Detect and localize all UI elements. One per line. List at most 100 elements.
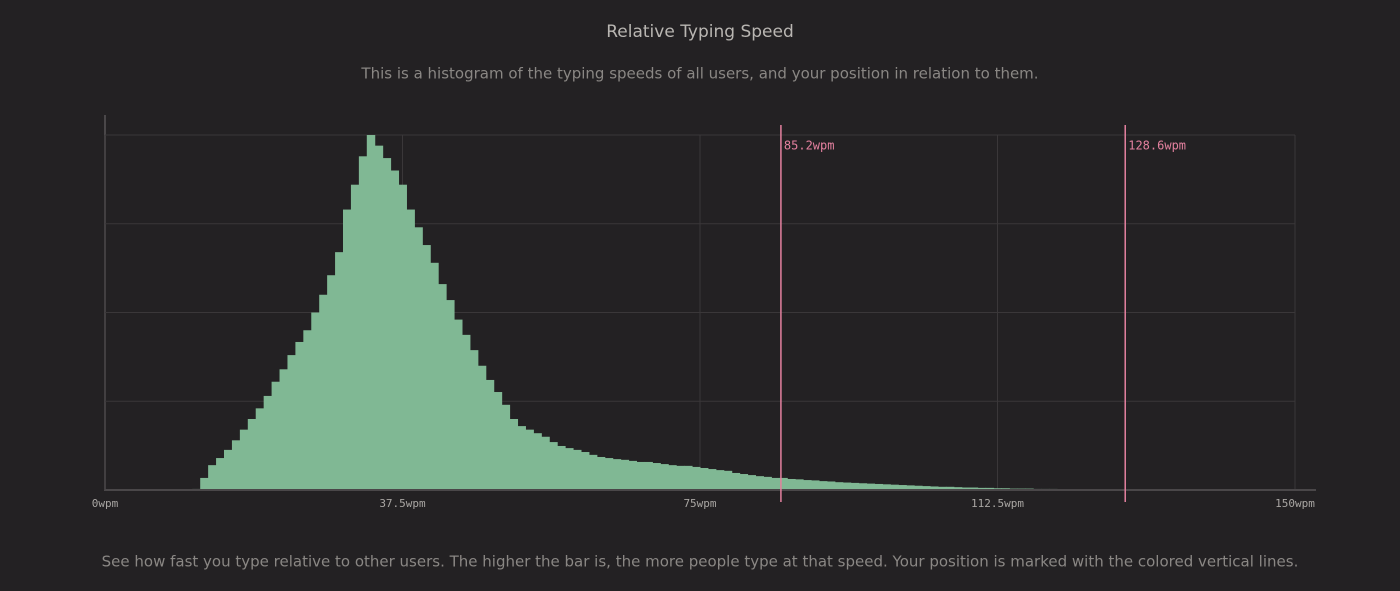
bar — [739, 474, 749, 490]
x-tick-label: 75wpm — [683, 497, 716, 510]
bar — [803, 480, 812, 490]
bar — [350, 184, 360, 490]
chart-caption: See how fast you type relative to other … — [102, 553, 1299, 571]
x-tick-label: 150wpm — [1275, 497, 1315, 510]
bar — [938, 486, 947, 490]
bar — [517, 426, 526, 490]
bar — [303, 330, 312, 490]
bar — [819, 481, 828, 490]
bar — [826, 481, 836, 490]
bar — [628, 460, 638, 490]
bar — [604, 458, 614, 490]
x-tick-label: 37.5wpm — [379, 497, 426, 510]
bar — [247, 419, 257, 490]
bar — [446, 300, 455, 490]
bar — [462, 334, 471, 490]
bar — [588, 454, 598, 490]
bar — [779, 477, 788, 490]
bar — [660, 464, 669, 490]
bar — [414, 227, 423, 491]
chart-subtitle: This is a histogram of the typing speeds… — [360, 65, 1038, 83]
bar — [747, 475, 757, 490]
bar — [438, 284, 447, 490]
bar — [882, 484, 891, 490]
bar — [469, 350, 479, 490]
bar — [684, 465, 693, 490]
bar — [842, 482, 852, 490]
bar — [263, 395, 273, 490]
bar — [565, 448, 574, 490]
bar — [850, 482, 860, 490]
bar — [501, 404, 511, 490]
bar — [636, 461, 645, 490]
bar — [287, 355, 296, 490]
bar — [573, 449, 582, 490]
bar — [612, 459, 622, 490]
bar — [477, 365, 487, 490]
bar — [787, 478, 796, 490]
bar — [335, 252, 344, 490]
bar — [358, 156, 368, 491]
bar — [906, 485, 915, 490]
bar — [755, 476, 764, 490]
bar — [343, 209, 352, 491]
bar — [430, 262, 439, 490]
bar — [715, 470, 725, 490]
bar — [620, 459, 630, 490]
bar — [525, 429, 534, 490]
bar — [200, 477, 209, 490]
x-tick-label: 112.5wpm — [971, 497, 1024, 510]
bar — [581, 452, 590, 490]
bar — [866, 483, 876, 490]
bar — [692, 466, 701, 490]
bar — [279, 369, 288, 490]
bar — [224, 449, 233, 490]
bar — [216, 458, 225, 490]
bar — [398, 184, 407, 490]
bar — [898, 485, 907, 490]
bar — [771, 477, 780, 490]
chart-title: Relative Typing Speed — [606, 22, 794, 42]
bar — [231, 440, 241, 490]
bar — [271, 381, 281, 490]
bar — [533, 433, 542, 490]
marker-label: 85.2wpm — [784, 139, 835, 153]
bar — [700, 467, 709, 490]
bar — [914, 485, 923, 490]
bar — [945, 486, 955, 490]
bar — [731, 472, 741, 490]
bar — [596, 456, 606, 490]
bar — [255, 408, 265, 490]
bar — [922, 486, 931, 490]
bar — [541, 436, 550, 490]
bar — [390, 170, 400, 490]
bar — [406, 209, 415, 491]
bar — [366, 135, 376, 490]
bar — [311, 312, 320, 490]
x-tick-label: 0wpm — [92, 497, 119, 510]
bar — [858, 483, 868, 490]
bar — [319, 294, 328, 490]
bar — [509, 419, 519, 490]
bar — [485, 379, 495, 490]
marker-label: 128.6wpm — [1128, 139, 1186, 153]
bar — [930, 486, 939, 490]
bar — [977, 487, 987, 490]
bar — [668, 465, 677, 490]
bar — [422, 245, 431, 490]
bar — [382, 158, 392, 490]
bar — [644, 461, 653, 490]
bar — [723, 470, 733, 490]
bar — [327, 275, 336, 490]
bar — [295, 341, 304, 490]
bar — [874, 483, 883, 490]
bar — [985, 487, 995, 490]
bar — [834, 482, 844, 490]
bar — [961, 487, 971, 490]
bar — [374, 145, 384, 490]
bar — [652, 463, 661, 490]
bar — [953, 487, 963, 490]
bar — [795, 479, 804, 490]
bar — [208, 465, 217, 490]
